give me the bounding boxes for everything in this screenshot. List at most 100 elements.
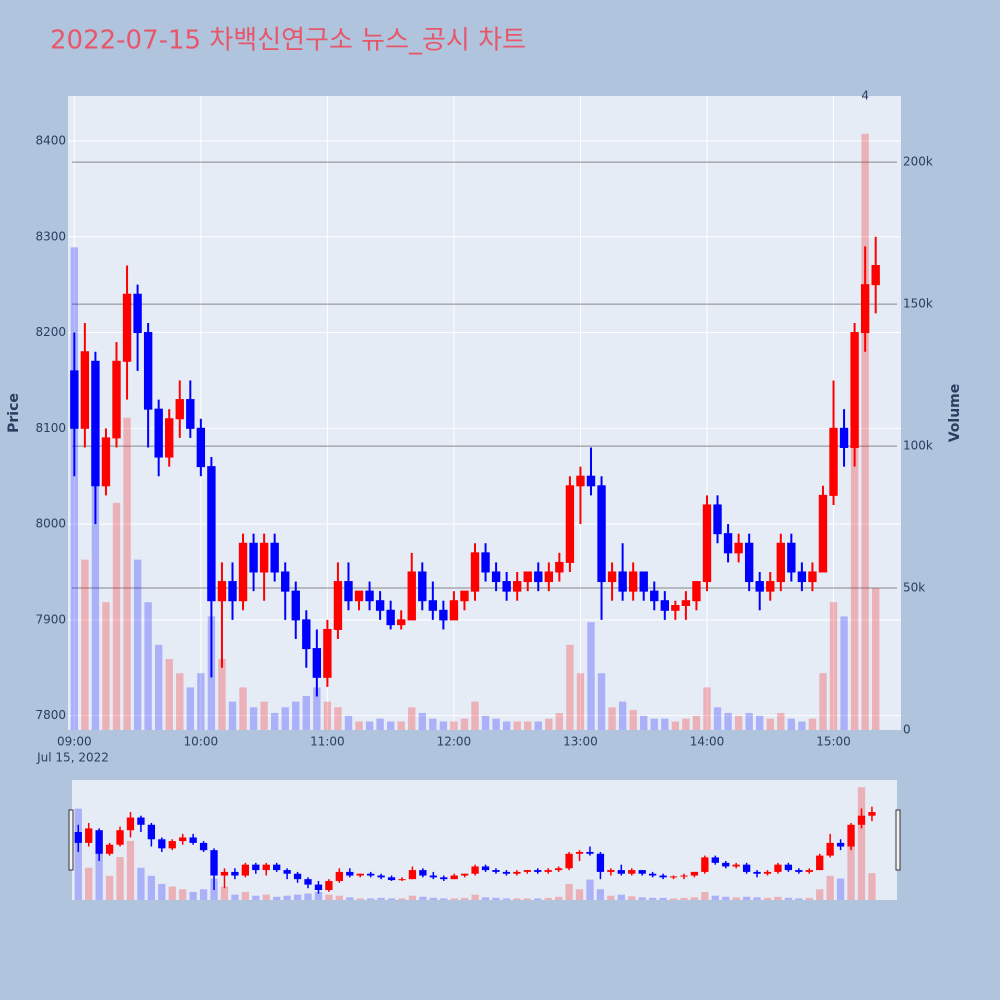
slider-volume-bar (356, 898, 364, 900)
candle-body (576, 475, 585, 487)
volume-bar (534, 721, 542, 730)
slider-volume-bar (147, 875, 156, 900)
slider-volume-bar (784, 897, 793, 900)
slider-candle-body (398, 879, 406, 881)
slider-volume-bar (450, 898, 458, 900)
volume-bar (133, 559, 142, 730)
volume-bar (671, 721, 680, 730)
volume-bar (313, 687, 321, 730)
volume-bar (587, 622, 595, 730)
volume-bar (798, 721, 806, 730)
slider-candle-body (262, 864, 270, 871)
slider-candle-body (722, 862, 730, 867)
slider-candle-body (95, 830, 103, 854)
volume-bar (292, 701, 300, 730)
candle-body (312, 648, 322, 678)
volume-bar (418, 712, 426, 730)
slider-candle-body (836, 842, 845, 847)
slider-candle-body (648, 873, 657, 876)
volume-bar (502, 721, 511, 730)
slider-candle-body (711, 857, 719, 863)
slider-volume-bar (231, 894, 239, 900)
range-slider[interactable] (72, 780, 897, 900)
volume-bar (597, 673, 606, 730)
candle-body (344, 581, 353, 602)
slider-candle-body (826, 842, 834, 856)
slider-candle-body (304, 879, 312, 885)
slider-candle-body (586, 851, 594, 854)
slider-candle-body (847, 824, 855, 847)
slider-volume-bar (857, 787, 866, 900)
slider-volume-bar (461, 897, 469, 900)
candle-body (133, 293, 142, 334)
candle-body (91, 360, 100, 487)
slider-candle-body (774, 864, 782, 872)
candle-body (386, 609, 395, 626)
candle-body (850, 332, 859, 448)
volume-bar (808, 718, 817, 730)
slider-candle-body (126, 817, 135, 831)
candle-body (249, 542, 258, 573)
volume-bar (323, 701, 332, 730)
slider-volume-bar (544, 897, 552, 900)
slider-volume-bar (377, 897, 385, 900)
slider-candle-body (534, 870, 542, 872)
slider-volume-bar (199, 889, 208, 900)
slider-volume-bar (408, 895, 417, 900)
slider-volume-bar (387, 898, 396, 900)
candle-body (207, 466, 216, 602)
slider-volume-bar (628, 896, 636, 900)
volume-bar (481, 715, 490, 730)
volume-bar (123, 417, 131, 730)
candle-body (439, 609, 448, 621)
slider-volume-bar (534, 898, 542, 900)
candle-body (692, 581, 701, 602)
y2-tick-label: 50k (903, 581, 925, 595)
slider-volume-bar (586, 879, 594, 900)
candle-body (375, 600, 385, 611)
candle-body (217, 581, 227, 602)
y-tick-label: 7900 (35, 612, 66, 626)
slider-volume-bar (816, 889, 824, 900)
slider-handle[interactable] (895, 809, 901, 871)
volume-bar (682, 718, 690, 730)
volume-bar (344, 715, 353, 730)
slider-volume-bar (795, 898, 803, 900)
y2-tick-label: 0 (903, 723, 911, 737)
slider-volume-bar (471, 894, 479, 900)
slider-handle[interactable] (68, 809, 74, 871)
x-tick-label: 13:00 (563, 735, 598, 749)
slider-volume-bar (220, 886, 229, 900)
candle-body (175, 399, 184, 420)
volume-bar (777, 712, 785, 730)
slider-volume-bar (554, 896, 563, 900)
slider-candle-body (471, 866, 479, 874)
slider-volume-bar (711, 895, 719, 900)
slider-candle-body (105, 844, 114, 854)
slider-candle-body (273, 864, 281, 871)
slider-candle-body (241, 864, 250, 876)
slider-candle-body (450, 875, 458, 880)
volume-bar (872, 588, 880, 730)
slider-candle-body (481, 866, 490, 871)
candle-body (397, 619, 406, 626)
slider-candle-body (690, 871, 699, 876)
slider-volume-bar (732, 897, 740, 900)
volume-bar (861, 133, 869, 731)
slider-volume-bar (419, 896, 427, 900)
x-tick-label: 11:00 (310, 735, 345, 749)
candle-body (818, 494, 828, 573)
slider-volume-bar (74, 808, 82, 900)
slider-volume-bar (868, 873, 876, 900)
slider-candle-body (147, 824, 156, 840)
slider-volume-bar (669, 898, 678, 900)
slider-candle-body (784, 864, 793, 871)
candle-body (143, 332, 153, 410)
slider-volume-bar (847, 846, 855, 900)
candle-body (470, 552, 480, 592)
slider-volume-bar (273, 896, 281, 900)
candle-body (544, 571, 554, 583)
y-tick-label: 8400 (35, 134, 66, 148)
x-tick-label: 15:00 (816, 735, 851, 749)
